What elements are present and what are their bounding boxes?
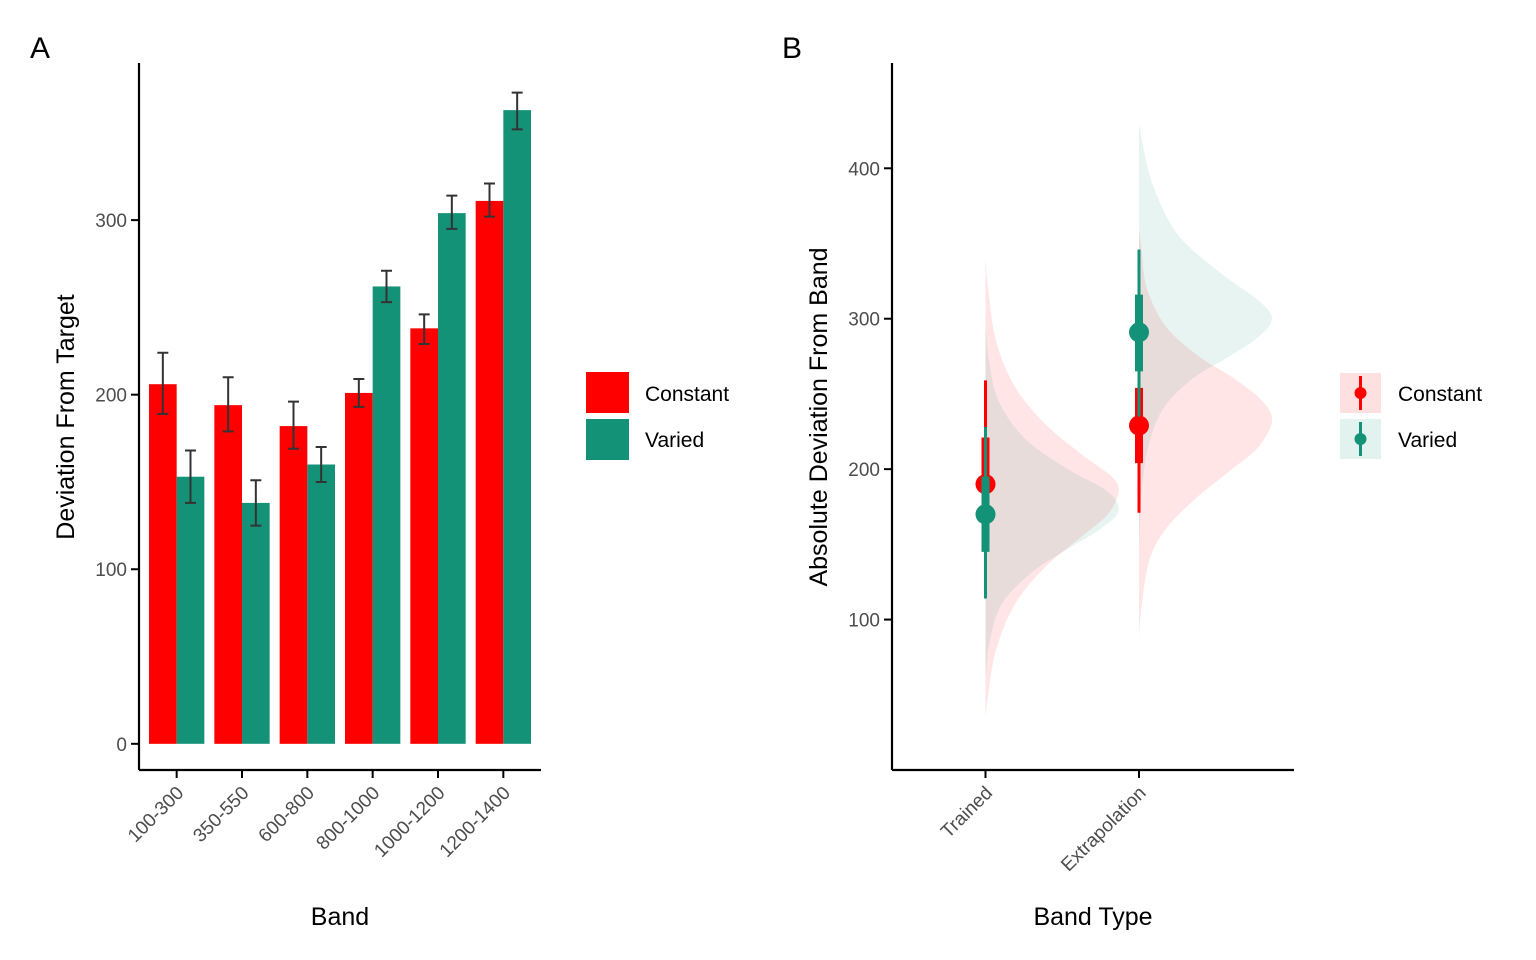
x-tick-label-a-6: 1200-1400 bbox=[436, 783, 515, 862]
legend-a-swatch-varied bbox=[586, 419, 629, 460]
errorbar-varied-2 bbox=[250, 479, 262, 527]
y-tick-label-b-4: 400 bbox=[848, 159, 880, 180]
errorbar-varied-5 bbox=[446, 194, 458, 230]
bar-constant-4 bbox=[345, 392, 373, 744]
bar-varied-3 bbox=[307, 464, 335, 744]
panel-b-y-axis-title: Absolute Deviation From Band bbox=[805, 247, 833, 586]
errorbar-constant-5 bbox=[418, 313, 430, 346]
y-tick-label-b-3: 300 bbox=[848, 310, 880, 331]
density-constant-trained bbox=[985, 258, 1119, 718]
panel-b-x-axis-title: Band Type bbox=[1033, 903, 1152, 931]
errorbar-varied-4 bbox=[381, 269, 392, 304]
point-median-varied-extrapolation bbox=[1129, 322, 1149, 343]
errorbar-constant-4 bbox=[353, 377, 365, 408]
bar-varied-4 bbox=[372, 286, 401, 744]
x-tick-label-a-2: 350-550 bbox=[189, 783, 253, 847]
legend-b-key-point-varied bbox=[1354, 433, 1367, 445]
panel-b-legend: Constant Varied bbox=[1340, 373, 1482, 459]
panel-b-label: B bbox=[782, 32, 802, 65]
legend-b-label-constant: Constant bbox=[1398, 383, 1482, 406]
errorbar-constant-3 bbox=[288, 400, 299, 450]
bar-varied-1 bbox=[176, 476, 205, 744]
y-tick-label-a-4: 300 bbox=[95, 211, 127, 232]
density-varied-extrapolation bbox=[1139, 123, 1272, 545]
bar-varied-6 bbox=[503, 110, 531, 744]
bar-constant-3 bbox=[279, 426, 308, 744]
bar-constant-6 bbox=[475, 200, 504, 744]
y-tick-label-a-3: 200 bbox=[95, 386, 127, 407]
panel-a-legend: Constant Varied bbox=[586, 372, 729, 460]
panel-b-plot: Trained Extrapolation 100 200 300 400 bbox=[848, 123, 1273, 876]
legend-a-label-constant: Constant bbox=[645, 383, 729, 406]
legend-b-label-varied: Varied bbox=[1398, 429, 1457, 452]
x-tick-label-a-1: 100-300 bbox=[124, 783, 188, 847]
density-constant-extrapolation bbox=[1139, 228, 1273, 638]
bar-varied-5 bbox=[438, 213, 466, 744]
y-tick-label-a-2: 100 bbox=[95, 560, 127, 581]
point-median-constant-extrapolation bbox=[1129, 415, 1149, 436]
x-tick-label-b-1: Trained bbox=[937, 783, 997, 843]
y-tick-label-a-1: 0 bbox=[116, 735, 127, 756]
bar-constant-2 bbox=[214, 405, 242, 744]
errorbar-constant-2 bbox=[222, 376, 234, 433]
point-median-varied-trained bbox=[975, 504, 996, 525]
panel-a-y-axis-title: Deviation From Target bbox=[52, 294, 80, 540]
panel-a-label: A bbox=[30, 32, 50, 65]
bar-constant-5 bbox=[410, 328, 438, 744]
panel-a-plot: 100-300 350-550 600-800800-10001000-120012… bbox=[95, 91, 531, 862]
legend-b-key-point-constant bbox=[1354, 387, 1367, 399]
errorbar-varied-6 bbox=[511, 91, 523, 131]
errorbar-varied-1 bbox=[185, 449, 196, 504]
errorbar-constant-1 bbox=[157, 351, 169, 415]
panel-a-x-axis-title: Band bbox=[311, 903, 369, 931]
bar-varied-2 bbox=[242, 502, 270, 744]
legend-a-label-varied: Varied bbox=[645, 429, 704, 452]
y-tick-label-b-1: 100 bbox=[848, 611, 880, 632]
errorbar-constant-6 bbox=[484, 182, 495, 218]
bar-constant-1 bbox=[149, 384, 177, 744]
y-tick-label-b-2: 200 bbox=[848, 460, 880, 481]
legend-a-swatch-constant bbox=[586, 372, 629, 413]
errorbar-varied-3 bbox=[315, 446, 327, 483]
x-tick-label-a-3: 600-800 bbox=[255, 783, 319, 847]
density-varied-trained bbox=[985, 326, 1119, 680]
x-tick-label-b-2: Extrapolation bbox=[1057, 783, 1150, 876]
